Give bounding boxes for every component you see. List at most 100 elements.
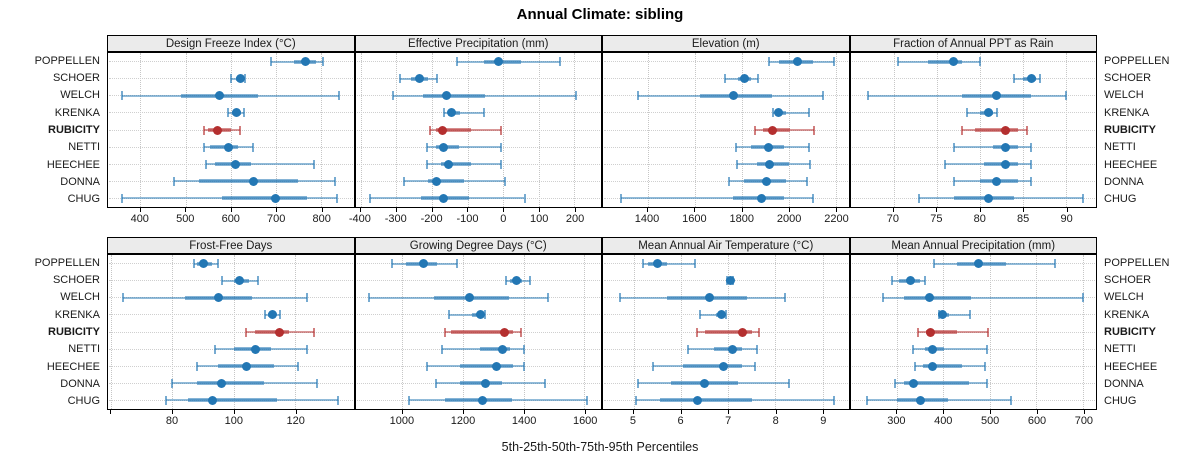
whisker-cap bbox=[696, 327, 699, 337]
gridline-h bbox=[109, 314, 353, 316]
axis-tick-label: 90 bbox=[1060, 213, 1073, 225]
axis-tick-label: 100 bbox=[530, 213, 549, 225]
axis-tick bbox=[467, 208, 469, 212]
site-label-chug: CHUG bbox=[1104, 395, 1137, 408]
whisker-cap bbox=[757, 327, 760, 337]
panel-plot bbox=[602, 254, 850, 410]
median-dot bbox=[983, 108, 993, 118]
axis-tick-strip: 70 75 80 85 90 bbox=[850, 208, 1098, 232]
site-label-donna: DONNA bbox=[1104, 377, 1144, 390]
whisker-cap bbox=[813, 125, 816, 135]
whisker-cap bbox=[121, 91, 124, 101]
whisker-cap bbox=[916, 327, 919, 337]
median-dot bbox=[739, 74, 749, 84]
iqr-bar bbox=[903, 295, 972, 300]
iqr-bar bbox=[925, 330, 958, 334]
axis-tick bbox=[728, 410, 730, 414]
whisker-cap bbox=[912, 344, 915, 354]
whisker-cap bbox=[724, 310, 727, 320]
median-dot bbox=[241, 361, 251, 371]
axis-tick bbox=[185, 208, 187, 212]
median-dot bbox=[447, 108, 457, 118]
iqr-bar bbox=[975, 128, 1019, 132]
site-label-rubicity: RUBICITY bbox=[48, 123, 100, 136]
gridline-h bbox=[109, 263, 353, 265]
whisker-cap bbox=[1039, 74, 1041, 84]
whisker-cap bbox=[312, 327, 315, 337]
whisker-cap bbox=[918, 193, 921, 203]
percentile-whisker bbox=[913, 348, 987, 351]
whisker-cap bbox=[434, 378, 437, 388]
site-label-schoer: SCHOER bbox=[1104, 273, 1152, 286]
whisker-cap bbox=[455, 57, 458, 67]
whisker-cap bbox=[245, 327, 248, 337]
axis-tick-label: 2000 bbox=[776, 213, 802, 225]
median-dot bbox=[438, 142, 448, 152]
axis-tick-label: 80 bbox=[165, 415, 179, 427]
whisker-cap bbox=[891, 276, 894, 286]
whisker-cap bbox=[882, 293, 885, 303]
axis-tick-label: 400 bbox=[130, 213, 149, 225]
median-dot bbox=[198, 259, 208, 269]
median-dot bbox=[497, 344, 507, 354]
percentile-whisker bbox=[444, 111, 484, 114]
axis-tick-label: 600 bbox=[1027, 415, 1047, 427]
whisker-cap bbox=[436, 74, 439, 84]
median-dot bbox=[207, 395, 217, 405]
median-dot bbox=[765, 159, 775, 169]
site-label-krenka: KRENKA bbox=[54, 106, 100, 119]
whisker-cap bbox=[756, 344, 759, 354]
site-label-chug: CHUG bbox=[67, 193, 100, 206]
whisker-cap bbox=[984, 361, 987, 371]
iqr-bar bbox=[187, 398, 277, 403]
whisker-cap bbox=[986, 327, 989, 337]
axis-tick bbox=[110, 410, 112, 414]
whisker-cap bbox=[807, 108, 810, 118]
panel-header: Growing Degree Days (°C) bbox=[354, 237, 602, 254]
median-dot bbox=[271, 193, 281, 203]
whisker-cap bbox=[772, 108, 775, 118]
percentile-whisker bbox=[449, 313, 485, 316]
whisker-cap bbox=[546, 293, 549, 303]
median-dot bbox=[652, 259, 662, 269]
site-label-column-left-row0: POPPELLEN SCHOER WELCH KRENKA RUBICITY NETTI H… bbox=[0, 52, 107, 208]
whisker-cap bbox=[227, 108, 230, 118]
median-dot bbox=[949, 57, 959, 67]
whisker-cap bbox=[1026, 125, 1029, 135]
axis-tick-label: 500 bbox=[980, 415, 1000, 427]
percentile-whisker bbox=[643, 262, 696, 265]
axis-tick-label: 300 bbox=[887, 415, 906, 427]
whisker-cap bbox=[865, 395, 868, 405]
site-label-column-right-row1: POPPELLEN SCHOER WELCH KRENKA RUBICITY NETTI H… bbox=[1097, 254, 1200, 410]
whisker-cap bbox=[619, 193, 622, 203]
median-dot bbox=[223, 142, 233, 152]
whisker-cap bbox=[202, 142, 205, 152]
median-dot bbox=[1001, 142, 1011, 152]
median-dot bbox=[793, 57, 803, 67]
site-label-schoer: SCHOER bbox=[52, 273, 100, 286]
median-dot bbox=[773, 108, 783, 118]
axis-tick bbox=[789, 208, 791, 212]
whisker-cap bbox=[952, 176, 955, 186]
gridline-h bbox=[851, 314, 1095, 316]
axis-tick-label: 85 bbox=[1017, 213, 1030, 225]
median-dot bbox=[441, 91, 451, 101]
whisker-cap bbox=[500, 125, 503, 135]
whisker-cap bbox=[694, 259, 697, 269]
median-dot bbox=[419, 259, 429, 269]
site-label-rubicity: RUBICITY bbox=[1104, 123, 1156, 136]
gridline-h bbox=[356, 280, 600, 282]
site-label-donna: DONNA bbox=[1104, 175, 1144, 188]
median-dot bbox=[767, 125, 777, 135]
site-label-krenka: KRENKA bbox=[1104, 106, 1150, 119]
median-dot bbox=[499, 327, 509, 337]
axis-tick-label: 0 bbox=[500, 213, 507, 225]
site-label-heechee: HEECHEE bbox=[1104, 360, 1158, 373]
whisker-cap bbox=[757, 74, 760, 84]
axis-tick-label: 200 bbox=[565, 213, 585, 225]
axis-tick bbox=[462, 410, 464, 414]
median-dot bbox=[718, 361, 728, 371]
whisker-cap bbox=[229, 74, 232, 84]
axis-tick bbox=[936, 208, 938, 212]
